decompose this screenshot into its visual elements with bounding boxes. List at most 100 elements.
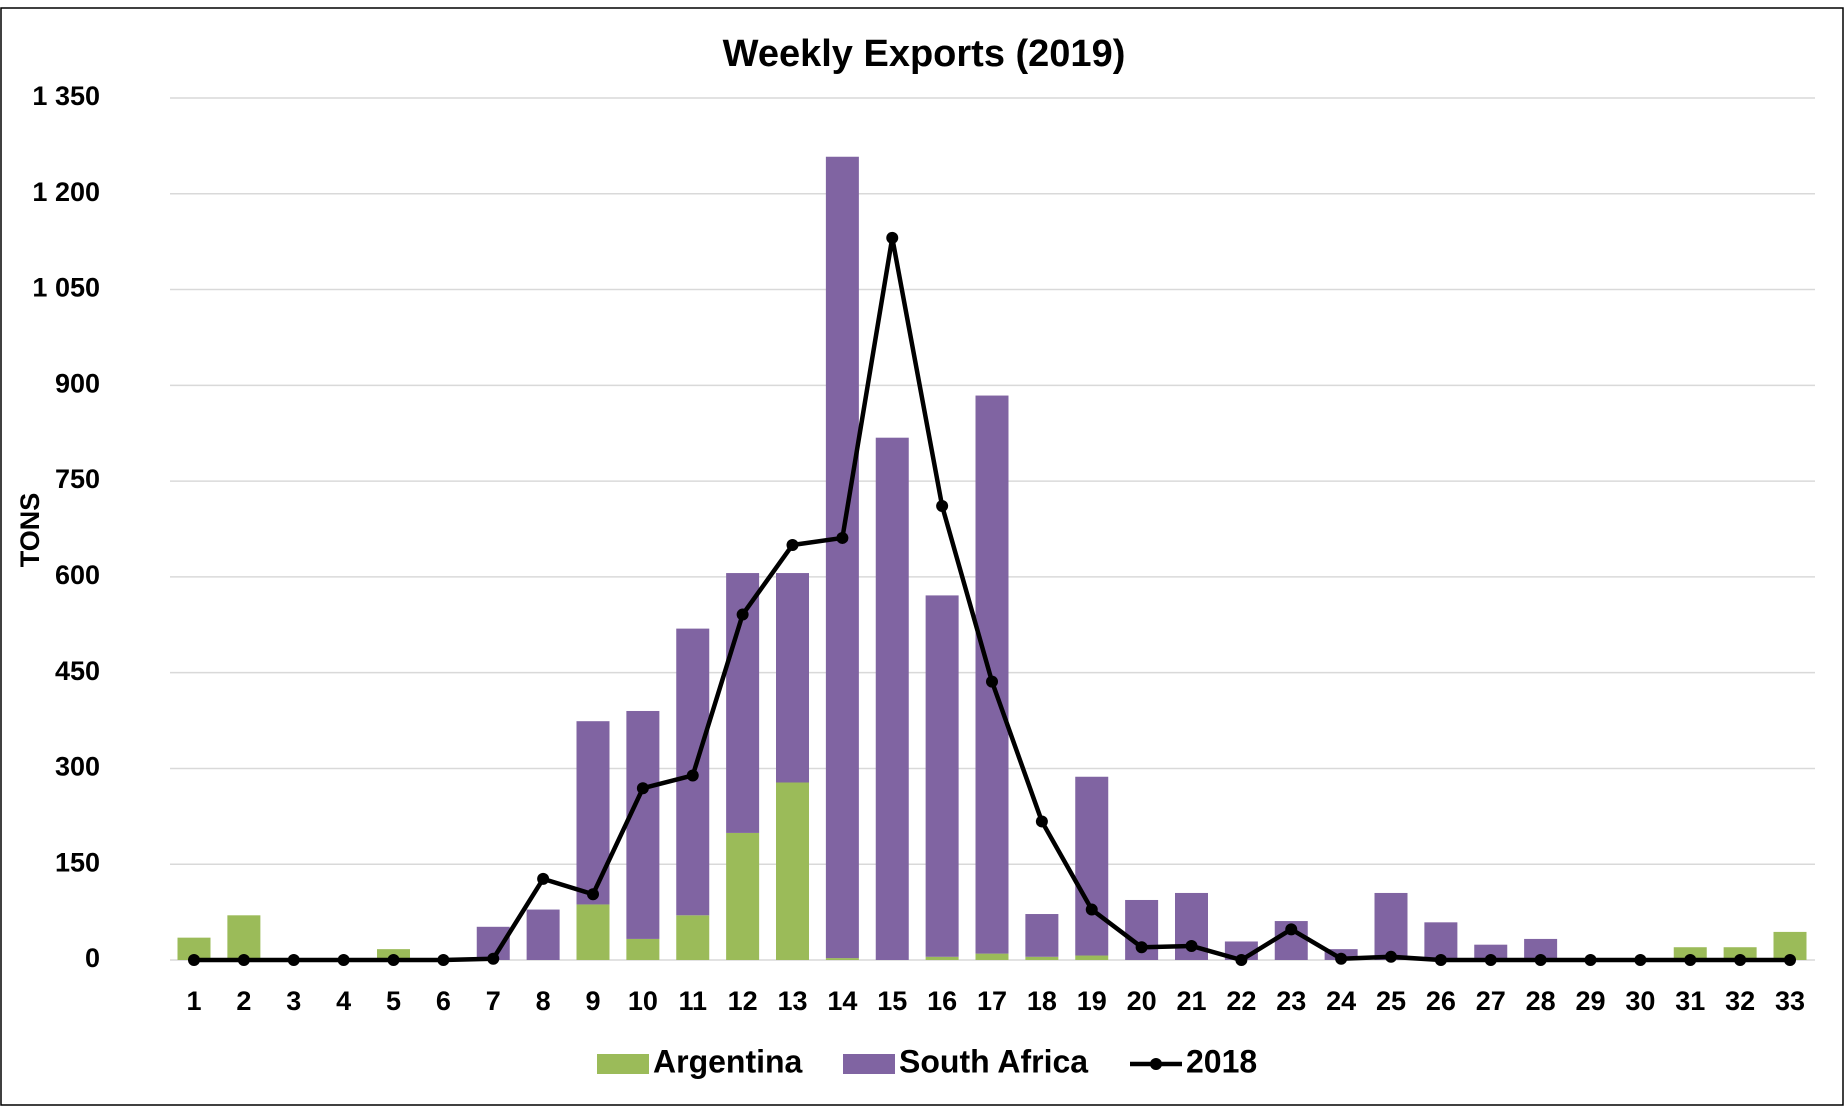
line-marker: [636, 782, 649, 795]
x-tick-label: 25: [1376, 986, 1406, 1016]
x-tick-label: 4: [336, 986, 351, 1016]
bar: [1025, 956, 1059, 960]
line-marker: [337, 954, 350, 966]
line-marker: [836, 531, 849, 544]
line-marker: [287, 954, 300, 966]
x-tick-label: 13: [777, 986, 807, 1016]
x-tick-label: 7: [486, 986, 501, 1016]
x-tick-label: 12: [728, 986, 758, 1016]
line-marker: [1285, 923, 1298, 936]
y-tick-label: 1 200: [32, 177, 100, 207]
bar: [875, 437, 909, 960]
y-tick-label: 750: [55, 464, 100, 494]
line-marker: [1135, 941, 1148, 954]
line-marker: [537, 872, 550, 885]
line-marker: [886, 231, 899, 244]
y-tick-label: 1 050: [32, 273, 100, 303]
line-marker: [1434, 954, 1447, 966]
bar: [1723, 947, 1757, 960]
line-marker: [188, 954, 200, 966]
x-tick-label: 8: [536, 986, 551, 1016]
bar: [1075, 955, 1109, 960]
line-marker: [1784, 954, 1796, 966]
x-tick-label: 30: [1625, 986, 1655, 1016]
x-tick-label: 29: [1575, 986, 1605, 1016]
bar: [1025, 914, 1059, 957]
bar: [776, 573, 809, 783]
bar: [576, 904, 610, 960]
line-marker: [736, 608, 749, 621]
x-tick-label: 10: [628, 986, 658, 1016]
x-tick-label: 28: [1526, 986, 1556, 1016]
line-marker: [1584, 954, 1597, 966]
x-tick-label: 32: [1725, 986, 1755, 1016]
bar: [177, 937, 211, 960]
line-marker: [686, 769, 699, 782]
x-tick-label: 15: [877, 986, 907, 1016]
x-tick-label: 18: [1027, 986, 1057, 1016]
x-tick-label: 14: [827, 986, 857, 1016]
legend-label: 2018: [1186, 1043, 1257, 1079]
x-tick-label: 9: [585, 986, 600, 1016]
x-tick-label: 27: [1476, 986, 1506, 1016]
bar: [576, 721, 610, 905]
line-marker: [237, 954, 250, 966]
x-tick-label: 23: [1276, 986, 1306, 1016]
line-marker: [1185, 939, 1198, 952]
line-marker: [1385, 950, 1397, 963]
line-marker: [1085, 903, 1098, 916]
bar: [1374, 892, 1408, 960]
chart-title: Weekly Exports (2019): [723, 33, 1126, 75]
line-marker: [587, 888, 599, 901]
bar: [825, 958, 859, 960]
x-tick-label: 22: [1226, 986, 1256, 1016]
legend-label: South Africa: [899, 1043, 1088, 1079]
line-marker: [1534, 954, 1547, 966]
line-marker: [1734, 954, 1747, 966]
line-marker: [1235, 954, 1248, 966]
line-marker: [1335, 952, 1348, 965]
bar: [825, 156, 859, 959]
y-tick-label: 900: [55, 368, 100, 398]
x-tick-label: 6: [436, 986, 451, 1016]
y-tick-label: 0: [85, 943, 100, 973]
bar: [925, 956, 959, 960]
chart-border: [0, 7, 1844, 1106]
line-marker: [936, 500, 949, 513]
line-marker: [986, 675, 998, 688]
y-axis-label: TONS: [15, 493, 45, 568]
line-marker: [387, 954, 400, 966]
bar: [1424, 922, 1458, 960]
x-tick-label: 33: [1775, 986, 1805, 1016]
x-tick-label: 20: [1127, 986, 1157, 1016]
bar: [626, 710, 660, 939]
line-marker: [1684, 954, 1697, 966]
bar: [1075, 776, 1109, 956]
x-tick-label: 26: [1426, 986, 1456, 1016]
bar: [626, 938, 660, 960]
x-tick-label: 17: [977, 986, 1007, 1016]
legend-swatch: [843, 1054, 895, 1074]
bar: [1524, 938, 1558, 960]
bar: [227, 915, 261, 960]
x-tick-label: 19: [1077, 986, 1107, 1016]
legend-swatch: [1150, 1058, 1162, 1070]
bar: [776, 782, 809, 960]
y-tick-label: 450: [55, 656, 100, 686]
line-marker: [437, 954, 450, 966]
line-marker: [1035, 815, 1048, 828]
bar: [925, 595, 959, 957]
x-tick-label: 3: [286, 986, 301, 1016]
bar: [526, 909, 560, 960]
x-tick-label: 24: [1326, 986, 1356, 1016]
bar: [676, 915, 710, 960]
legend-label: Argentina: [653, 1043, 803, 1079]
bar: [1673, 947, 1707, 960]
y-tick-label: 300: [55, 752, 100, 782]
x-tick-label: 5: [386, 986, 401, 1016]
y-tick-label: 600: [55, 560, 100, 590]
legend-swatch: [597, 1054, 649, 1074]
bar: [1474, 944, 1508, 960]
x-tick-label: 11: [678, 986, 707, 1016]
